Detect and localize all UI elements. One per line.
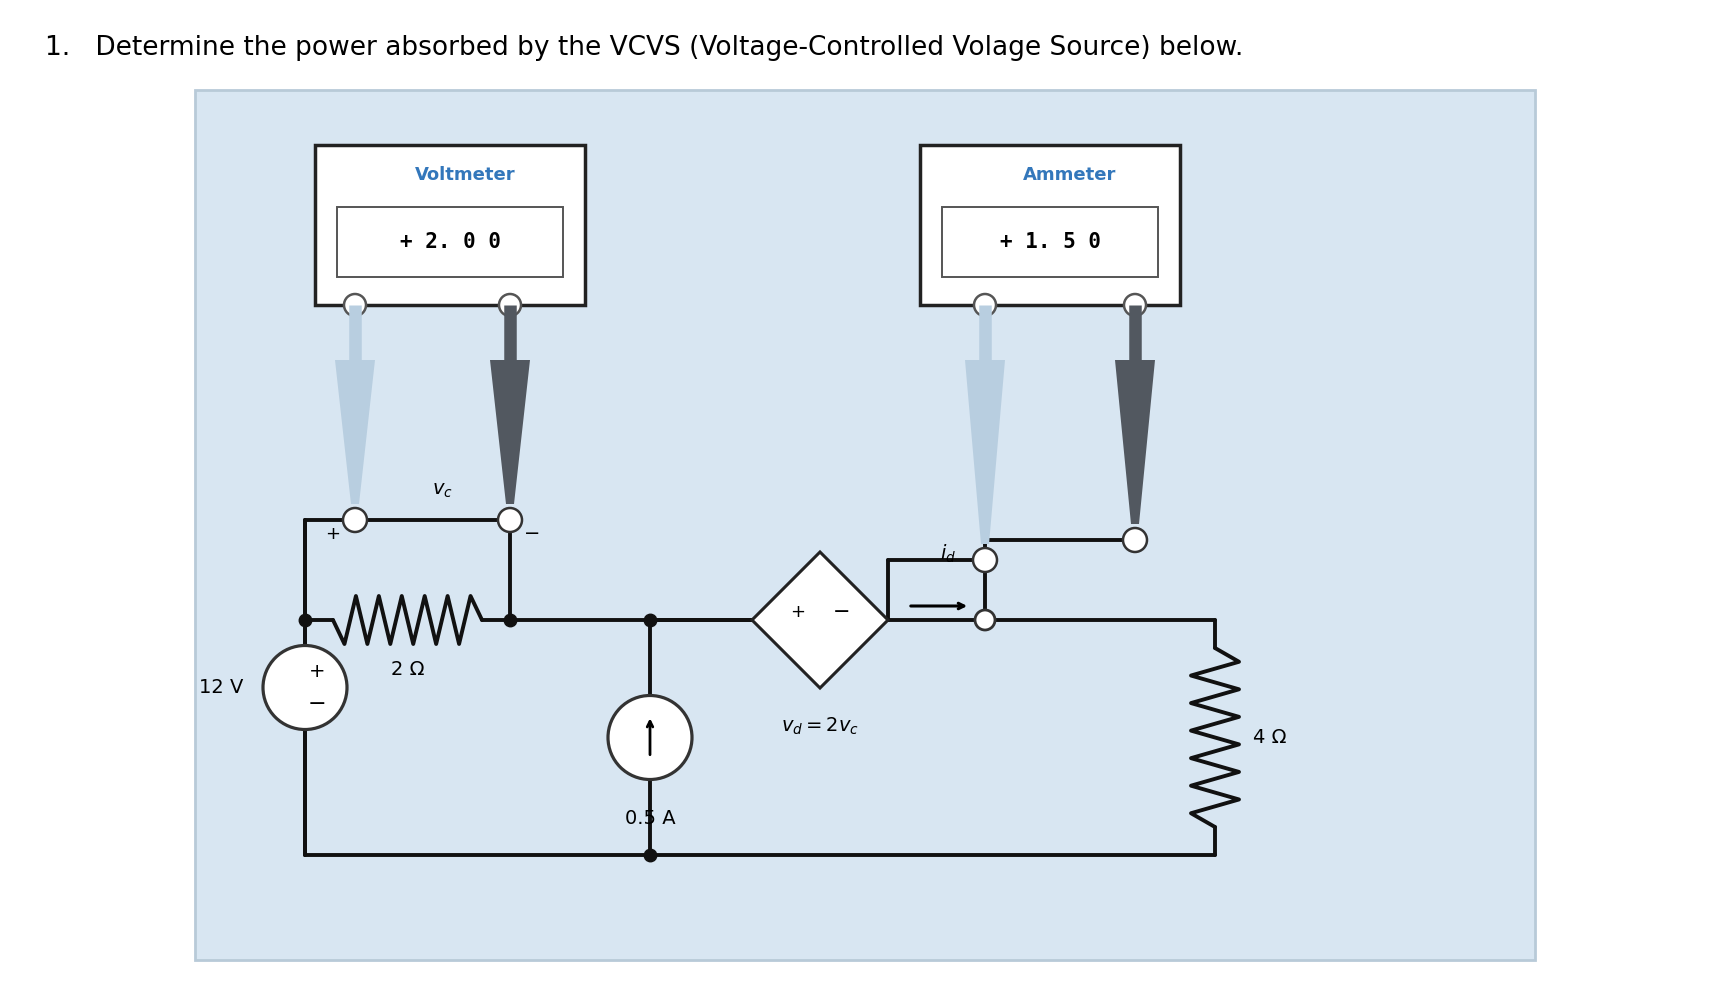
Circle shape: [1123, 294, 1146, 316]
Text: $v_c$: $v_c$: [432, 481, 453, 500]
Circle shape: [344, 294, 366, 316]
Polygon shape: [491, 360, 530, 504]
Text: 12 V: 12 V: [199, 678, 244, 697]
Circle shape: [498, 508, 522, 532]
Text: Voltmeter: Voltmeter: [415, 166, 515, 184]
Text: 0.5 A: 0.5 A: [626, 809, 676, 828]
Polygon shape: [335, 360, 375, 504]
Circle shape: [263, 646, 347, 730]
Text: +: +: [790, 603, 805, 621]
Text: −: −: [308, 694, 327, 714]
Circle shape: [975, 294, 995, 316]
Text: + 2. 0 0: + 2. 0 0: [399, 232, 501, 252]
Circle shape: [1123, 528, 1147, 552]
Text: +: +: [309, 662, 325, 681]
Bar: [337, 207, 563, 277]
Text: −: −: [833, 602, 850, 622]
Text: Ammeter: Ammeter: [1023, 166, 1116, 184]
Circle shape: [499, 294, 522, 316]
Circle shape: [608, 696, 691, 779]
Polygon shape: [964, 360, 1006, 544]
Polygon shape: [752, 552, 888, 688]
Bar: [314, 145, 586, 305]
Text: $i_d$: $i_d$: [940, 543, 956, 565]
Text: 1.   Determine the power absorbed by the VCVS (Voltage-Controlled Volage Source): 1. Determine the power absorbed by the V…: [45, 35, 1244, 61]
Polygon shape: [1115, 360, 1154, 524]
Text: 4 Ω: 4 Ω: [1253, 728, 1287, 747]
Circle shape: [973, 548, 997, 572]
Text: + 1. 5 0: + 1. 5 0: [999, 232, 1101, 252]
Text: −: −: [524, 525, 541, 544]
Text: +: +: [325, 525, 340, 543]
Bar: [195, 90, 1534, 960]
Circle shape: [342, 508, 366, 532]
Text: $v_d = 2v_c$: $v_d = 2v_c$: [781, 716, 859, 738]
Bar: [919, 145, 1180, 305]
Text: 2 Ω: 2 Ω: [391, 660, 425, 679]
Circle shape: [975, 610, 995, 630]
Bar: [942, 207, 1158, 277]
